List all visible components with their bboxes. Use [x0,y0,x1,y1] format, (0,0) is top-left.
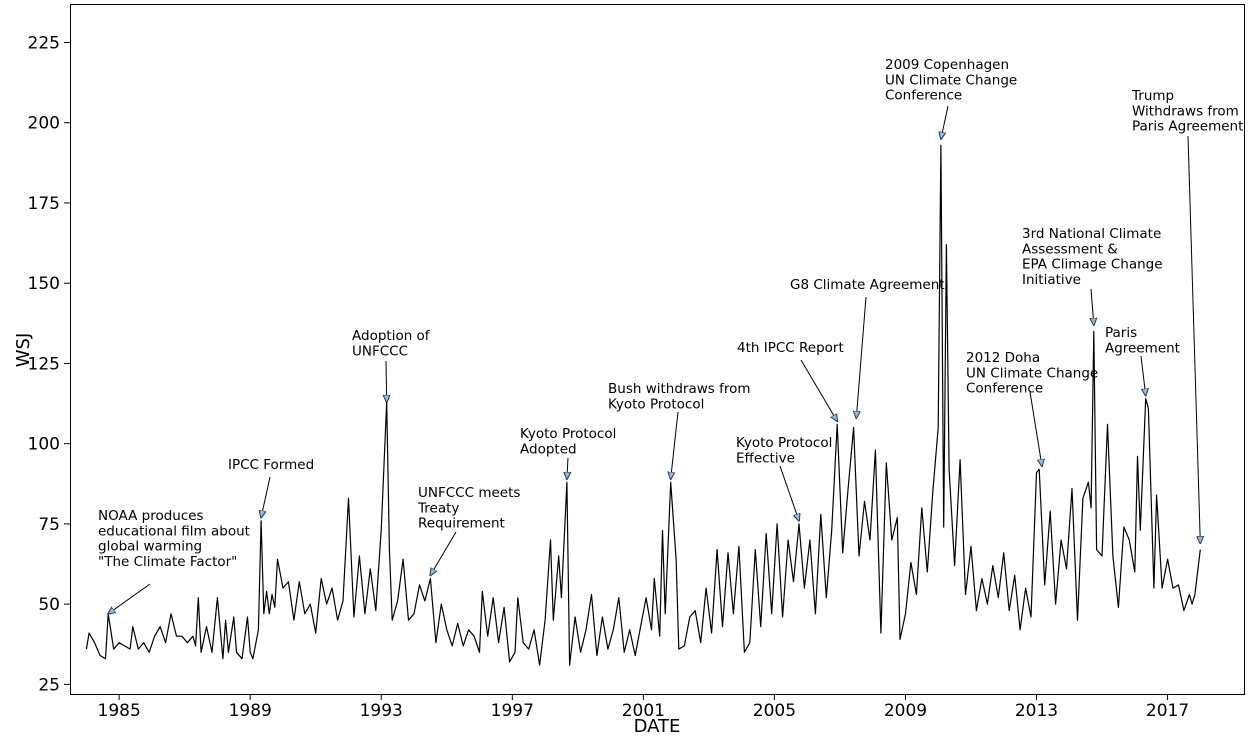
annotation-label: Adoption of UNFCCC [352,328,431,359]
annotation-label: G8 Climate Agreement [790,277,945,293]
y-tick-label: 50 [38,595,60,615]
x-tick-label: 1989 [229,701,272,721]
y-axis-title: WSJ [13,333,34,368]
annotation: NOAA produces educational film about globa… [98,508,250,614]
y-tick-label: 25 [38,675,60,695]
y-tick-label: 150 [28,274,60,294]
annotations: NOAA produces educational film about globa… [98,57,1243,614]
annotation-label: Kyoto Protocol Effective [736,435,832,466]
annotation: Paris Agreement [1105,325,1180,396]
x-tick-label: 2009 [884,701,927,721]
annotation-arrow [671,412,678,479]
annotation-label: Trump Withdraws from Paris Agreement [1131,88,1243,135]
annotation: UNFCCC meets Treaty Requirement [417,485,520,575]
annotation-arrow [567,458,568,479]
annotation-label: 2009 Copenhagen UN Climate Change Conferen… [885,57,1017,104]
annotation: Adoption of UNFCCC [352,328,431,402]
x-tick-label: 1993 [360,701,403,721]
plot-frame [71,5,1245,695]
annotation-label: NOAA produces educational film about globa… [98,508,250,570]
y-tick-label: 175 [28,194,60,214]
annotation-arrow [1030,392,1042,466]
annotation-arrow [801,360,837,421]
annotation-arrow [1141,356,1146,396]
x-tick-label: 2013 [1015,701,1058,721]
annotation-arrow [941,106,948,139]
annotation-arrow [780,466,799,521]
y-tick-label: 200 [28,114,60,134]
annotation: Kyoto Protocol Effective [736,435,832,521]
y-tick-label: 225 [28,34,60,54]
annotation: Bush withdraws from Kyoto Protocol [608,381,751,479]
x-tick-label: 2017 [1146,701,1189,721]
annotation-arrow [856,297,866,418]
y-tick-label: 75 [38,515,60,535]
annotation-arrow [1188,136,1200,543]
x-axis-title: DATE [634,716,681,736]
y-tick-label: 100 [28,435,60,455]
annotation-label: 3rd National Climate Assessment & EPA Clim… [1022,226,1163,288]
annotation: Kyoto Protocol Adopted [520,426,616,479]
x-tick-label: 2005 [753,701,796,721]
annotation-label: Kyoto Protocol Adopted [520,426,616,457]
annotation: IPCC Formed [228,457,314,517]
annotation-label: 2012 Doha UN Climate Change Conference [966,350,1098,397]
annotation: Trump Withdraws from Paris Agreement [1131,88,1243,543]
x-tick-label: 1997 [491,701,534,721]
annotation: 3rd National Climate Assessment & EPA Clim… [1022,226,1163,325]
annotation-label: Paris Agreement [1105,325,1180,356]
annotation-label: 4th IPCC Report [737,340,844,356]
x-tick-label: 1985 [98,701,141,721]
annotation: 2009 Copenhagen UN Climate Change Conferen… [885,57,1017,139]
annotation-arrow [386,361,387,402]
annotation: 4th IPCC Report [737,340,844,421]
annotation-label: IPCC Formed [228,457,314,473]
annotation-arrow [108,584,150,614]
annotation-arrow [1091,289,1094,325]
annotation-label: Bush withdraws from Kyoto Protocol [608,381,751,412]
annotation-arrow [261,477,270,517]
annotation-label: UNFCCC meets Treaty Requirement [417,485,520,532]
annotation: 2012 Doha UN Climate Change Conference [966,350,1098,466]
annotation-arrow [430,532,456,575]
